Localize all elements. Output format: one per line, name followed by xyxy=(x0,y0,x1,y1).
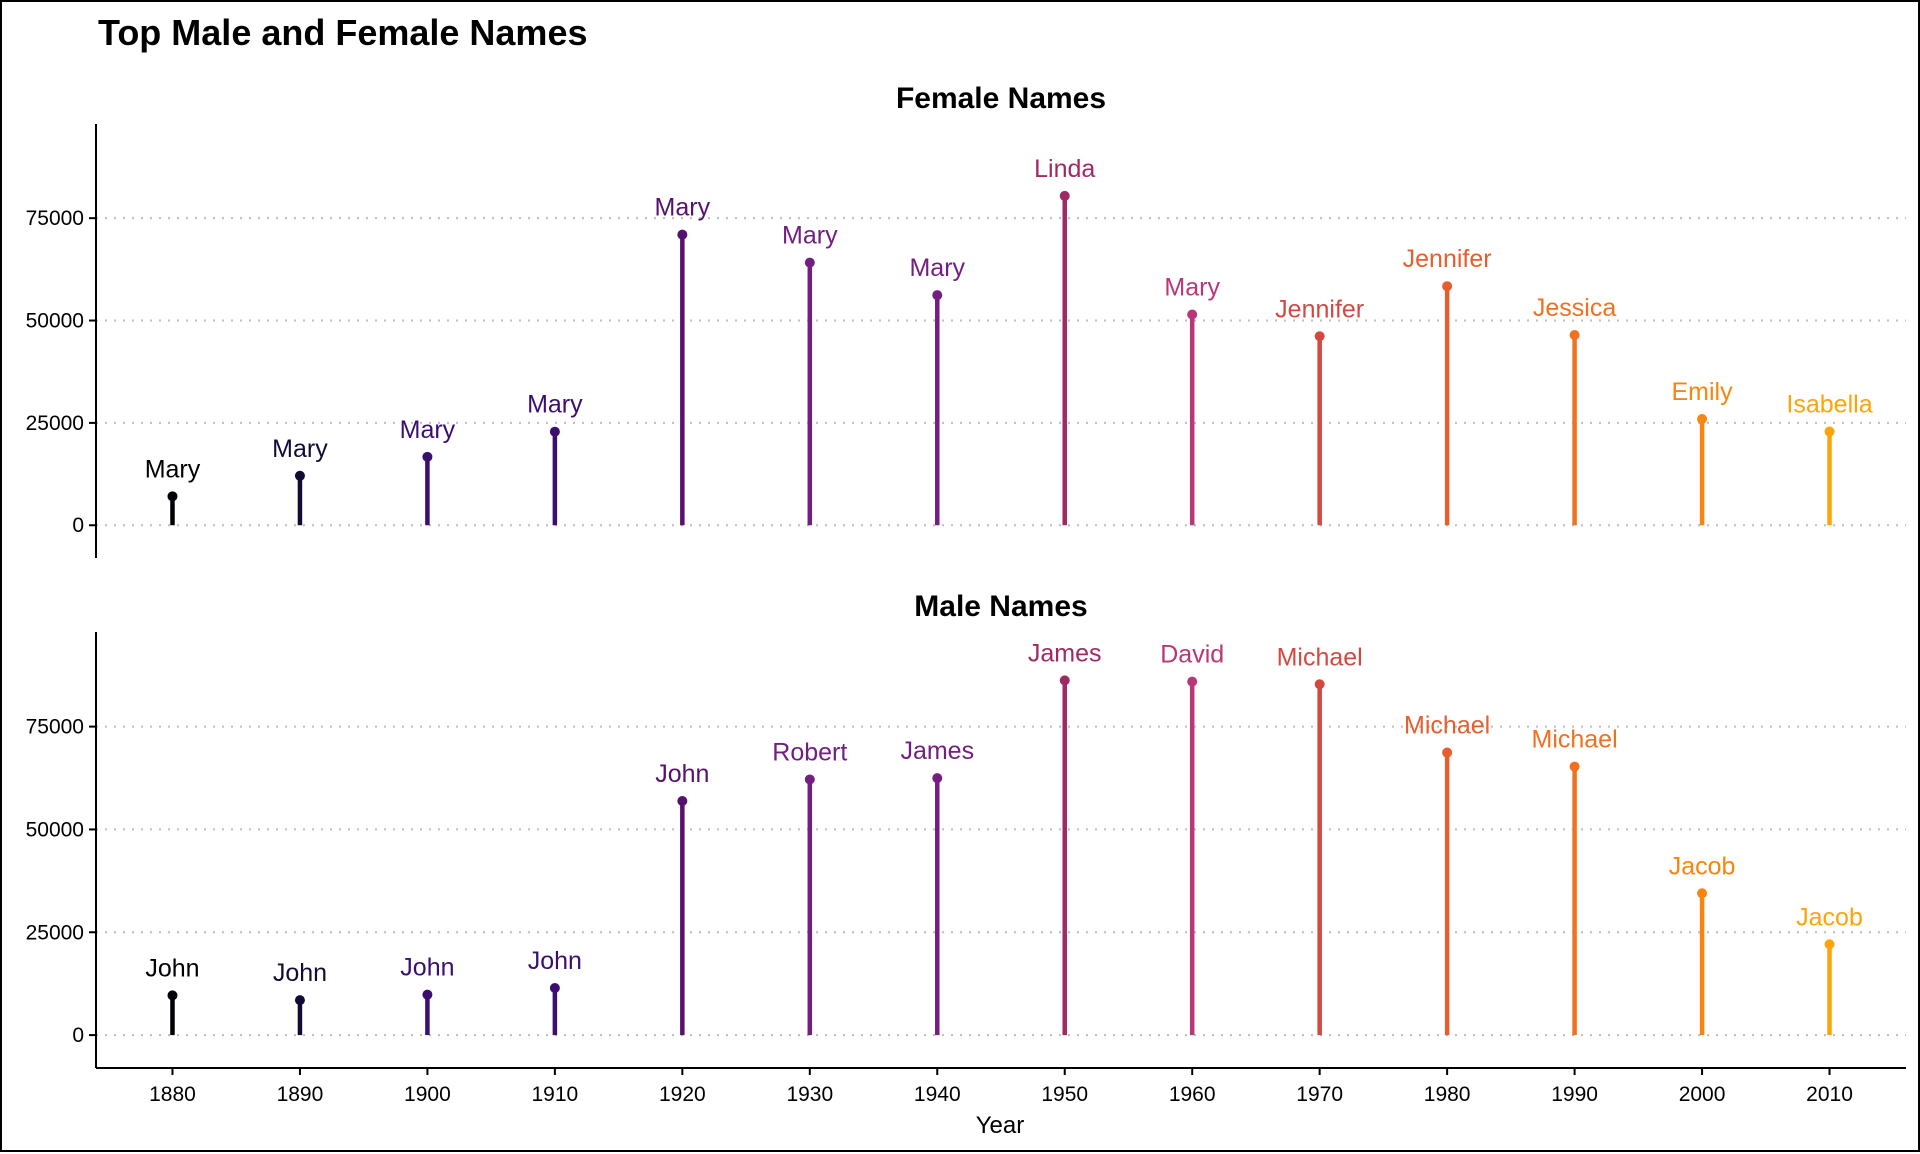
lollipop-point xyxy=(804,257,815,268)
lollipop-point xyxy=(1187,676,1198,687)
point-label: Michael xyxy=(1532,726,1618,754)
point-label: Mary xyxy=(527,391,583,419)
point-label: Mary xyxy=(272,435,328,463)
lollipop-point xyxy=(1059,190,1070,201)
point-label: James xyxy=(1028,639,1102,667)
y-tick-label: 50000 xyxy=(26,818,84,841)
lollipop-point xyxy=(804,774,815,785)
panels: Female Names 0 25000 50000 75000 Mary Mary Mary… xyxy=(26,82,1906,1068)
chart-title: Top Male and Female Names xyxy=(98,12,587,53)
x-tick-label: 1960 xyxy=(1169,1083,1216,1106)
y-tick-label: 75000 xyxy=(26,207,84,230)
y-tick-label: 75000 xyxy=(26,716,84,739)
lollipop-point xyxy=(294,995,305,1006)
lollipop-point xyxy=(1187,309,1198,320)
lollipop-point xyxy=(422,989,433,1000)
lollipop-point xyxy=(1824,939,1835,950)
point-label: John xyxy=(145,954,199,982)
lollipop-point xyxy=(549,982,560,993)
point-label: Mary xyxy=(400,416,456,444)
x-tick-label: 1940 xyxy=(914,1083,961,1106)
point-label: Robert xyxy=(772,738,847,766)
lollipop-point xyxy=(1697,413,1708,424)
lollipop-point xyxy=(1059,675,1070,686)
lollipop-point xyxy=(294,470,305,481)
point-label: Jennifer xyxy=(1403,245,1492,273)
point-label: John xyxy=(400,954,454,982)
x-axis-label: Year xyxy=(976,1112,1025,1139)
point-label: Jessica xyxy=(1533,294,1616,322)
lollipop-point xyxy=(1314,331,1325,342)
lollipop-point xyxy=(932,773,943,784)
x-tick-label: 1990 xyxy=(1551,1083,1598,1106)
point-label: John xyxy=(528,947,582,975)
point-label: Isabella xyxy=(1786,391,1872,419)
panel-title: Male Names xyxy=(914,590,1087,623)
lollipop-point xyxy=(932,290,943,301)
point-label: Mary xyxy=(145,455,201,483)
point-label: Jennifer xyxy=(1275,295,1364,323)
point-label: Michael xyxy=(1277,643,1363,671)
point-label: John xyxy=(655,760,709,788)
lollipop-point xyxy=(1442,747,1453,758)
lollipop-point xyxy=(167,990,178,1001)
x-tick-label: 1910 xyxy=(532,1083,579,1106)
lollipop-point xyxy=(677,229,688,240)
point-label: Jacob xyxy=(1669,852,1736,880)
lollipop-point xyxy=(1697,888,1708,899)
x-tick-label: 1970 xyxy=(1296,1083,1343,1106)
panel-title: Female Names xyxy=(896,82,1106,115)
point-label: Linda xyxy=(1034,155,1095,183)
x-tick-label: 1930 xyxy=(786,1083,833,1106)
lollipop-point xyxy=(549,426,560,437)
point-label: Mary xyxy=(909,254,965,282)
lollipop-point xyxy=(1824,426,1835,437)
lollipop-point xyxy=(1569,329,1580,340)
lollipop-point xyxy=(1314,679,1325,690)
y-tick-label: 0 xyxy=(72,514,84,537)
x-tick-label: 1950 xyxy=(1041,1083,1088,1106)
panel-female: Female Names 0 25000 50000 75000 Mary Mary Mary… xyxy=(26,82,1906,558)
x-tick-label: 2010 xyxy=(1806,1083,1853,1106)
y-tick-label: 0 xyxy=(72,1024,84,1047)
y-tick-label: 25000 xyxy=(26,921,84,944)
y-tick-label: 50000 xyxy=(26,310,84,333)
x-tick-label: 1880 xyxy=(149,1083,196,1106)
x-axis: 1880 1890 1900 1910 1920 1930 1940 1950 1960 1970… xyxy=(96,1067,1906,1106)
point-label: Jacob xyxy=(1796,903,1863,931)
point-label: James xyxy=(900,737,974,765)
point-label: Emily xyxy=(1672,378,1734,406)
lollipop-point xyxy=(1442,281,1453,292)
lollipop-point xyxy=(167,491,178,502)
point-label: Mary xyxy=(1164,273,1220,301)
x-tick-label: 2000 xyxy=(1679,1083,1726,1106)
lollipop-point xyxy=(422,451,433,462)
x-tick-label: 1980 xyxy=(1424,1083,1471,1106)
point-label: Mary xyxy=(655,194,711,222)
lollipop-point xyxy=(677,795,688,806)
panel-male: Male Names 0 25000 50000 75000 John John John Jo… xyxy=(26,590,1906,1068)
x-tick-label: 1900 xyxy=(404,1083,451,1106)
x-tick-label: 1920 xyxy=(659,1083,706,1106)
point-label: Mary xyxy=(782,222,838,250)
point-label: Michael xyxy=(1404,712,1490,740)
y-tick-label: 25000 xyxy=(26,412,84,435)
lollipop-point xyxy=(1569,761,1580,772)
x-tick-label: 1890 xyxy=(277,1083,324,1106)
point-label: David xyxy=(1160,641,1224,669)
point-label: John xyxy=(273,959,327,987)
